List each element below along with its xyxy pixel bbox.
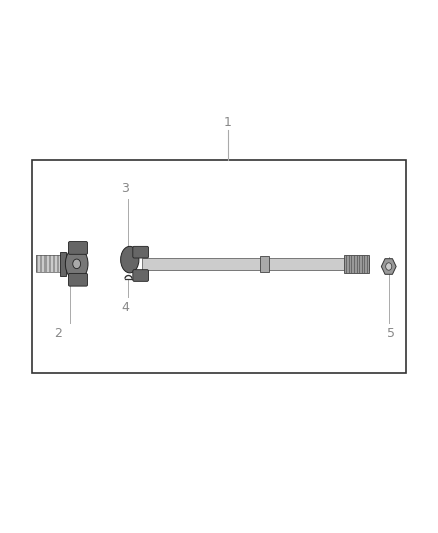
FancyBboxPatch shape — [68, 241, 88, 254]
Bar — [55, 255, 57, 272]
Circle shape — [386, 263, 392, 270]
Bar — [42, 255, 45, 272]
Circle shape — [73, 259, 81, 269]
Bar — [142, 258, 369, 270]
Bar — [40, 255, 42, 272]
Text: 4: 4 — [121, 301, 129, 314]
Ellipse shape — [120, 246, 139, 273]
Ellipse shape — [65, 247, 88, 280]
Bar — [344, 255, 369, 273]
FancyBboxPatch shape — [133, 246, 148, 258]
Bar — [60, 252, 66, 276]
Bar — [46, 255, 49, 272]
Bar — [57, 255, 59, 272]
Text: 3: 3 — [121, 182, 129, 195]
Bar — [51, 255, 53, 272]
Bar — [260, 256, 269, 272]
Text: 1: 1 — [224, 116, 232, 128]
Bar — [45, 255, 46, 272]
FancyBboxPatch shape — [133, 270, 148, 281]
Text: 5: 5 — [387, 327, 395, 341]
Bar — [36, 255, 61, 272]
Bar — [53, 255, 55, 272]
Bar — [36, 255, 38, 272]
FancyBboxPatch shape — [68, 273, 88, 286]
Text: 2: 2 — [54, 327, 62, 341]
Bar — [59, 255, 61, 272]
Bar — [38, 255, 40, 272]
Bar — [32, 160, 406, 373]
Bar — [49, 255, 51, 272]
